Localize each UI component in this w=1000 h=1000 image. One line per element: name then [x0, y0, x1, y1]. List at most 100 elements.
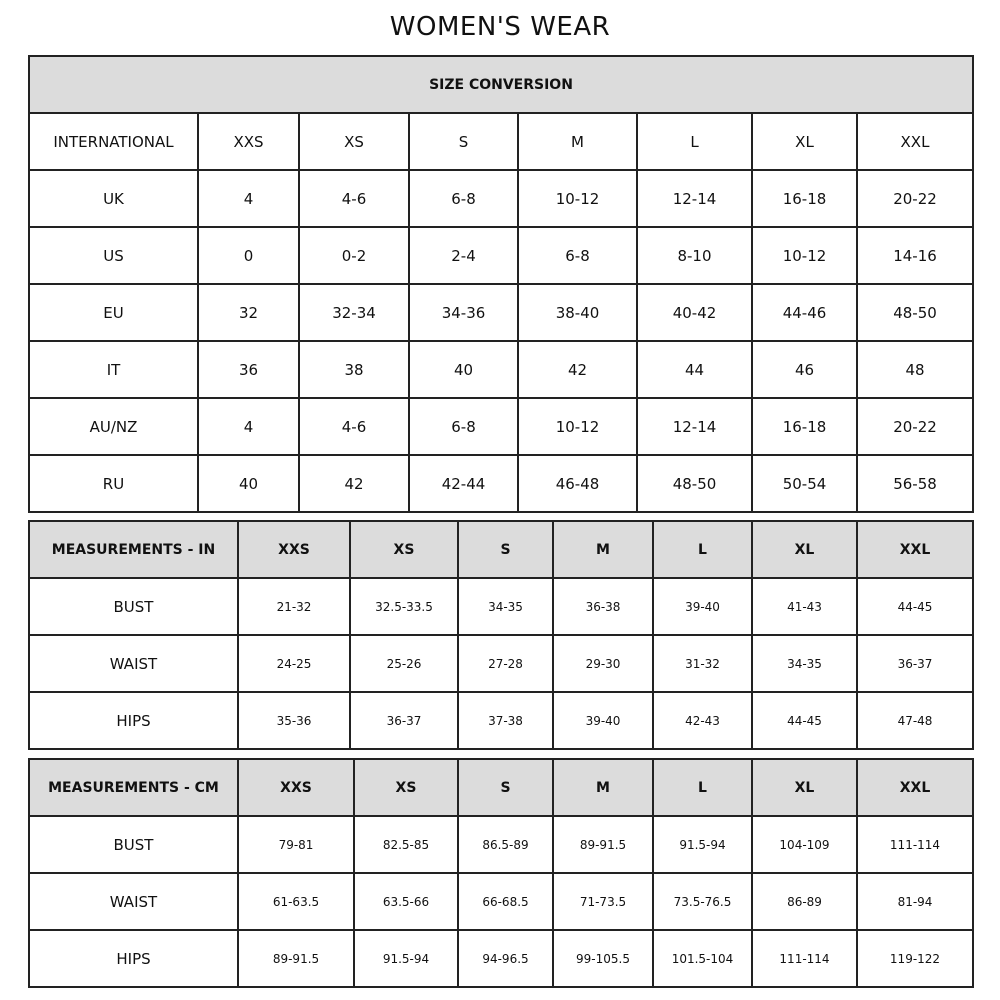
table-cell: 42 [298, 454, 410, 513]
row-label: WAIST [28, 634, 239, 693]
row-label: IT [28, 340, 199, 399]
column-header: XXS [197, 112, 300, 171]
column-header: L [652, 758, 753, 817]
table-cell: 119-122 [856, 929, 974, 988]
row-label: HIPS [28, 691, 239, 750]
table-cell: 12-14 [636, 169, 753, 228]
row-label: RU [28, 454, 199, 513]
table-cell: 86-89 [751, 872, 858, 931]
table-cell: 41-43 [751, 577, 858, 636]
table-cell: 48-50 [856, 283, 974, 342]
column-header: L [652, 520, 753, 579]
table-cell: 6-8 [408, 169, 519, 228]
header-row: MEASUREMENTS - IN XXS XS S M L XL XXL [28, 520, 974, 579]
table-row: AU/NZ 4 4-6 6-8 10-12 12-14 16-18 20-22 [28, 397, 974, 456]
table-cell: 0 [197, 226, 300, 285]
table-cell: 89-91.5 [552, 815, 654, 874]
table-cell: 44-46 [751, 283, 858, 342]
table-cell: 6-8 [408, 397, 519, 456]
table-cell: 111-114 [856, 815, 974, 874]
table-cell: 20-22 [856, 397, 974, 456]
table-cell: 34-35 [751, 634, 858, 693]
table-cell: 82.5-85 [353, 815, 459, 874]
table-cell: 111-114 [751, 929, 858, 988]
row-label: BUST [28, 577, 239, 636]
table-cell: 10-12 [517, 397, 638, 456]
table-row: WAIST 24-25 25-26 27-28 29-30 31-32 34-35 36-37 [28, 634, 974, 693]
table-cell: 10-12 [517, 169, 638, 228]
header-row: INTERNATIONAL XXS XS S M L XL XXL [28, 112, 974, 171]
table-cell: 35-36 [237, 691, 351, 750]
table-cell: 32 [197, 283, 300, 342]
column-header: XL [751, 112, 858, 171]
table-cell: 24-25 [237, 634, 351, 693]
table-cell: 50-54 [751, 454, 858, 513]
column-header: XS [349, 520, 459, 579]
column-header: XXL [856, 112, 974, 171]
table-cell: 42 [517, 340, 638, 399]
column-header: INTERNATIONAL [28, 112, 199, 171]
measurements-in-table: MEASUREMENTS - IN XXS XS S M L XL XXL BUST 21-32 3… [28, 520, 974, 750]
table-cell: 4-6 [298, 169, 410, 228]
row-label: EU [28, 283, 199, 342]
table-row: WAIST 61-63.5 63.5-66 66-68.5 71-73.5 73.5-76… [28, 872, 974, 931]
header-row: MEASUREMENTS - CM XXS XS S M L XL XXL [28, 758, 974, 817]
table-cell: 36-37 [856, 634, 974, 693]
column-header: S [457, 520, 554, 579]
table-cell: 73.5-76.5 [652, 872, 753, 931]
table-cell: 8-10 [636, 226, 753, 285]
table-cell: 36 [197, 340, 300, 399]
column-header: L [636, 112, 753, 171]
table-cell: 89-91.5 [237, 929, 355, 988]
table-cell: 40 [408, 340, 519, 399]
table-cell: 46-48 [517, 454, 638, 513]
table-cell: 40 [197, 454, 300, 513]
table-cell: 14-16 [856, 226, 974, 285]
row-label: US [28, 226, 199, 285]
table-cell: 4 [197, 169, 300, 228]
table-cell: 34-35 [457, 577, 554, 636]
table-cell: 27-28 [457, 634, 554, 693]
table-cell: 104-109 [751, 815, 858, 874]
column-header: M [552, 758, 654, 817]
row-label: AU/NZ [28, 397, 199, 456]
table-cell: 21-32 [237, 577, 351, 636]
table-cell: 56-58 [856, 454, 974, 513]
column-header: M [552, 520, 654, 579]
table-cell: 39-40 [652, 577, 753, 636]
table-cell: 44-45 [751, 691, 858, 750]
table-row: HIPS 35-36 36-37 37-38 39-40 42-43 44-45 47-48 [28, 691, 974, 750]
column-header: S [457, 758, 554, 817]
page-title: WOMEN'S WEAR [389, 12, 611, 42]
table-cell: 79-81 [237, 815, 355, 874]
table-cell: 0-2 [298, 226, 410, 285]
table-cell: 34-36 [408, 283, 519, 342]
table-cell: 46 [751, 340, 858, 399]
table-cell: 12-14 [636, 397, 753, 456]
column-header: XXL [856, 758, 974, 817]
column-header: MEASUREMENTS - CM [28, 758, 239, 817]
column-header: XS [298, 112, 410, 171]
table-heading-row: SIZE CONVERSION [28, 55, 974, 114]
table-cell: 16-18 [751, 169, 858, 228]
table-cell: 16-18 [751, 397, 858, 456]
table-cell: 42-44 [408, 454, 519, 513]
table-cell: 47-48 [856, 691, 974, 750]
table-cell: 42-43 [652, 691, 753, 750]
table-cell: 44 [636, 340, 753, 399]
table-cell: 40-42 [636, 283, 753, 342]
table-cell: 94-96.5 [457, 929, 554, 988]
table-cell: 36-37 [349, 691, 459, 750]
table-row: US 0 0-2 2-4 6-8 8-10 10-12 14-16 [28, 226, 974, 285]
table-cell: 91.5-94 [652, 815, 753, 874]
row-label: HIPS [28, 929, 239, 988]
table-cell: 86.5-89 [457, 815, 554, 874]
table-cell: 31-32 [652, 634, 753, 693]
table-cell: 101.5-104 [652, 929, 753, 988]
table-cell: 29-30 [552, 634, 654, 693]
measurements-cm-table: MEASUREMENTS - CM XXS XS S M L XL XXL BUST 79-81 8… [28, 758, 974, 988]
column-header: S [408, 112, 519, 171]
table-cell: 25-26 [349, 634, 459, 693]
table-cell: 48 [856, 340, 974, 399]
column-header: MEASUREMENTS - IN [28, 520, 239, 579]
